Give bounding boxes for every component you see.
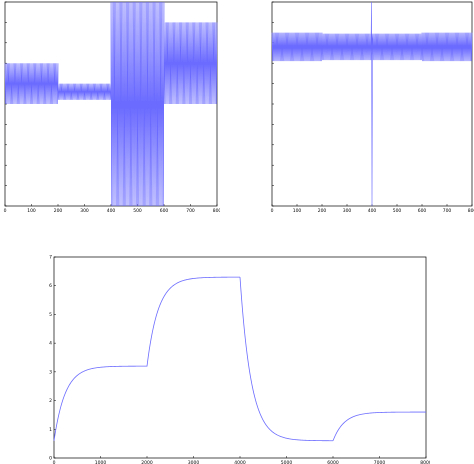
plot-frame	[53, 256, 427, 459]
y-tick-label: 2	[49, 398, 52, 404]
y-tick-label: 7	[49, 255, 52, 261]
x-tick-labels: 0 100 200 300 400 500 600 700 800	[271, 204, 474, 214]
signal-series	[53, 276, 426, 442]
x-tick-labels: 0 100 200 300 400 500 600 700 800	[4, 204, 220, 214]
chart-step-response: 0 1 2 3 4 5 6 7 0 1000 2000 3000 4000 5000 6000 7000 80…	[49, 255, 430, 464]
x-tick-label: 500	[133, 208, 142, 214]
signal-series	[271, 1, 473, 207]
x-tick-label: 600	[418, 208, 427, 214]
x-tick-label: 100	[27, 208, 36, 214]
chart-oscillation-left: 0 100 200 300 400 500 600 700 800	[4, 1, 220, 214]
x-tick-label: 1000	[95, 460, 107, 464]
x-tick-label: 5000	[281, 460, 293, 464]
y-tick-label: 3	[49, 369, 52, 375]
x-tick-label: 0	[53, 460, 56, 464]
x-tick-label: 300	[80, 208, 89, 214]
x-tick-label: 400	[107, 208, 116, 214]
x-tick-label: 800	[213, 208, 220, 214]
signal-series	[4, 1, 218, 207]
y-tick-labels: 0 1 2 3 4 5 6 7	[49, 255, 52, 462]
y-tick-label: 1	[49, 427, 52, 433]
x-tick-label: 700	[443, 208, 452, 214]
x-tick-label: 2000	[141, 460, 153, 464]
x-tick-label: 200	[54, 208, 63, 214]
x-tick-label: 800	[468, 208, 474, 214]
x-tick-label: 6000	[327, 460, 339, 464]
x-tick-label: 200	[318, 208, 327, 214]
x-tick-label: 600	[160, 208, 169, 214]
x-tick-label: 300	[343, 208, 352, 214]
x-tick-label: 0	[271, 208, 274, 214]
y-ticks	[272, 1, 274, 207]
x-tick-label: 4000	[234, 460, 246, 464]
y-tick-label: 4	[49, 341, 52, 347]
y-ticks	[5, 1, 7, 207]
x-tick-label: 400	[368, 208, 377, 214]
x-tick-label: 100	[293, 208, 302, 214]
x-tick-label: 700	[186, 208, 195, 214]
y-tick-label: 0	[49, 456, 52, 462]
x-tick-label: 7000	[374, 460, 386, 464]
chart-oscillation-right: 0 100 200 300 400 500 600 700 800	[271, 1, 474, 214]
x-tick-label: 0	[4, 208, 7, 214]
x-tick-label: 500	[393, 208, 402, 214]
y-tick-label: 5	[49, 312, 52, 318]
y-tick-label: 6	[49, 283, 52, 289]
x-tick-label: 3000	[188, 460, 200, 464]
